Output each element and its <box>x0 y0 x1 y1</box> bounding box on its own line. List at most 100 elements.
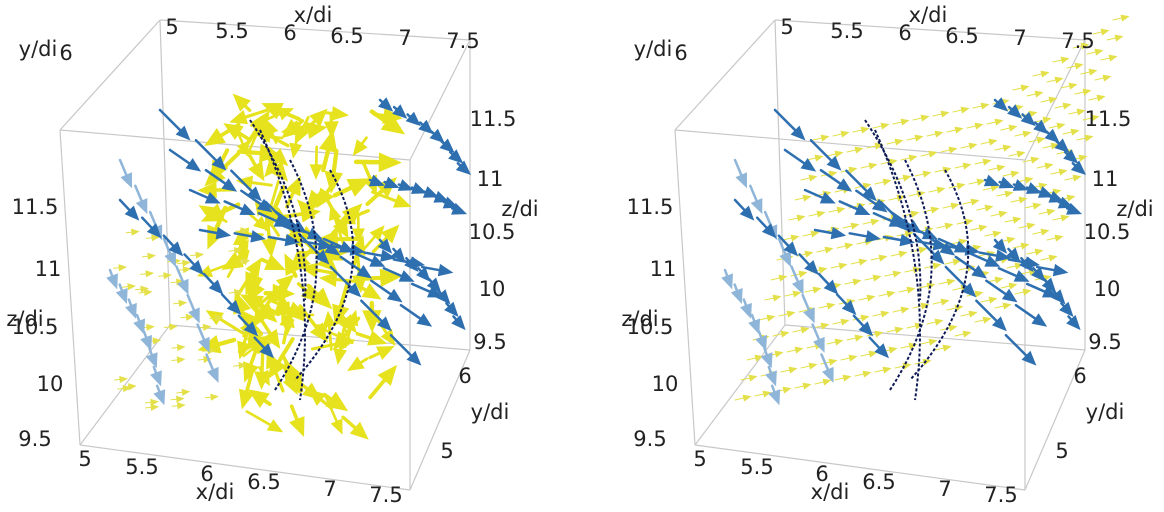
vector-head <box>787 311 796 318</box>
vector-head <box>1049 255 1058 262</box>
tick-label: 7 <box>1013 26 1026 50</box>
vector-head <box>176 396 185 403</box>
vector-head <box>843 375 852 382</box>
vector-head <box>801 158 817 172</box>
vector-head <box>125 303 137 319</box>
vector-head <box>895 327 904 334</box>
vector-head <box>851 223 860 230</box>
vector-head <box>1033 203 1042 210</box>
vector-head <box>883 367 892 374</box>
tick-label: 11.5 <box>627 195 674 219</box>
vector-head <box>1055 235 1064 242</box>
vector-head <box>740 303 752 319</box>
tick-label: 6 <box>458 364 471 388</box>
vector-head <box>1053 264 1069 276</box>
vector-head <box>1061 215 1070 222</box>
vector-head <box>813 287 822 294</box>
vector-head <box>379 152 402 172</box>
vector-head <box>216 227 232 239</box>
vector-head <box>1061 57 1070 64</box>
vector-head <box>1037 137 1046 144</box>
box-edge <box>160 20 170 325</box>
vector-head <box>306 122 327 139</box>
vector-head <box>768 389 780 405</box>
corner-y-label: y/di <box>19 37 58 61</box>
vector-head <box>347 356 365 371</box>
vector-head <box>829 359 838 366</box>
vector-head <box>1035 249 1044 256</box>
vector-head <box>1025 177 1034 184</box>
vector-head <box>803 195 812 202</box>
vector-head <box>969 311 978 318</box>
vector-head <box>923 171 932 178</box>
vector-head <box>875 331 884 338</box>
vector-head <box>827 303 836 310</box>
vector-head <box>989 297 998 304</box>
tick-label: 11.5 <box>12 195 59 219</box>
vector-head <box>1069 83 1078 90</box>
vector-head <box>1089 69 1098 76</box>
vector-head <box>146 324 155 331</box>
vector-head <box>1017 151 1026 158</box>
vector-head <box>1023 289 1032 296</box>
vector-head <box>767 315 776 322</box>
vector-head <box>150 404 159 411</box>
box-edge <box>410 40 470 160</box>
vector-head <box>204 128 226 146</box>
vector-head <box>334 348 347 365</box>
tick-label: 9.5 <box>1088 330 1121 354</box>
vector-head <box>1121 15 1130 22</box>
vector-head <box>983 159 992 166</box>
vector-head <box>393 194 412 208</box>
vector-head <box>116 288 128 304</box>
tick-label: 10.5 <box>1084 220 1131 244</box>
vector-head <box>881 123 890 130</box>
vector-head <box>999 211 1008 218</box>
vector-head <box>127 283 136 290</box>
vector-head <box>1027 223 1036 230</box>
tick-label: 7.5 <box>984 483 1017 507</box>
vector-head <box>899 251 908 258</box>
vector-head <box>999 177 1015 189</box>
vector-head <box>803 383 812 390</box>
vector-head <box>921 115 930 122</box>
vector-head <box>969 143 978 150</box>
tick-label: 6.5 <box>247 470 280 494</box>
vector-head <box>203 324 212 331</box>
vector-head <box>1011 171 1020 178</box>
vector-head <box>775 351 784 358</box>
vector-head <box>957 183 966 190</box>
tick-label: 5 <box>780 15 793 39</box>
tick-label: 11.5 <box>1085 107 1132 131</box>
vector-head <box>1009 283 1018 290</box>
vector-head <box>1115 35 1124 42</box>
vector-head <box>1019 197 1028 204</box>
vector-head <box>1005 191 1014 198</box>
vector-head <box>289 416 304 437</box>
tick-label: 6.5 <box>945 24 978 48</box>
vector-head <box>869 163 878 170</box>
vector-head <box>943 167 952 174</box>
vector-head <box>841 131 850 138</box>
vector-head <box>929 339 938 346</box>
vector-head <box>783 387 792 394</box>
vector-head <box>178 300 187 307</box>
vector-head <box>438 264 454 276</box>
vector-head <box>985 205 994 212</box>
field-line <box>875 130 920 400</box>
tick-label: 11 <box>477 167 504 191</box>
right-z-label: z/di <box>501 197 538 221</box>
vector-head <box>177 402 186 409</box>
vector-head <box>909 155 918 162</box>
vector-head <box>853 279 862 286</box>
vector-head <box>873 275 882 282</box>
tick-label: 6.5 <box>862 470 895 494</box>
vector-head <box>997 165 1006 172</box>
vector-head <box>1021 85 1030 92</box>
tick-label: 7.5 <box>369 483 402 507</box>
vector-head <box>150 370 162 386</box>
vector-head <box>319 272 337 287</box>
vector-head <box>941 111 950 118</box>
box-edge <box>675 20 775 130</box>
